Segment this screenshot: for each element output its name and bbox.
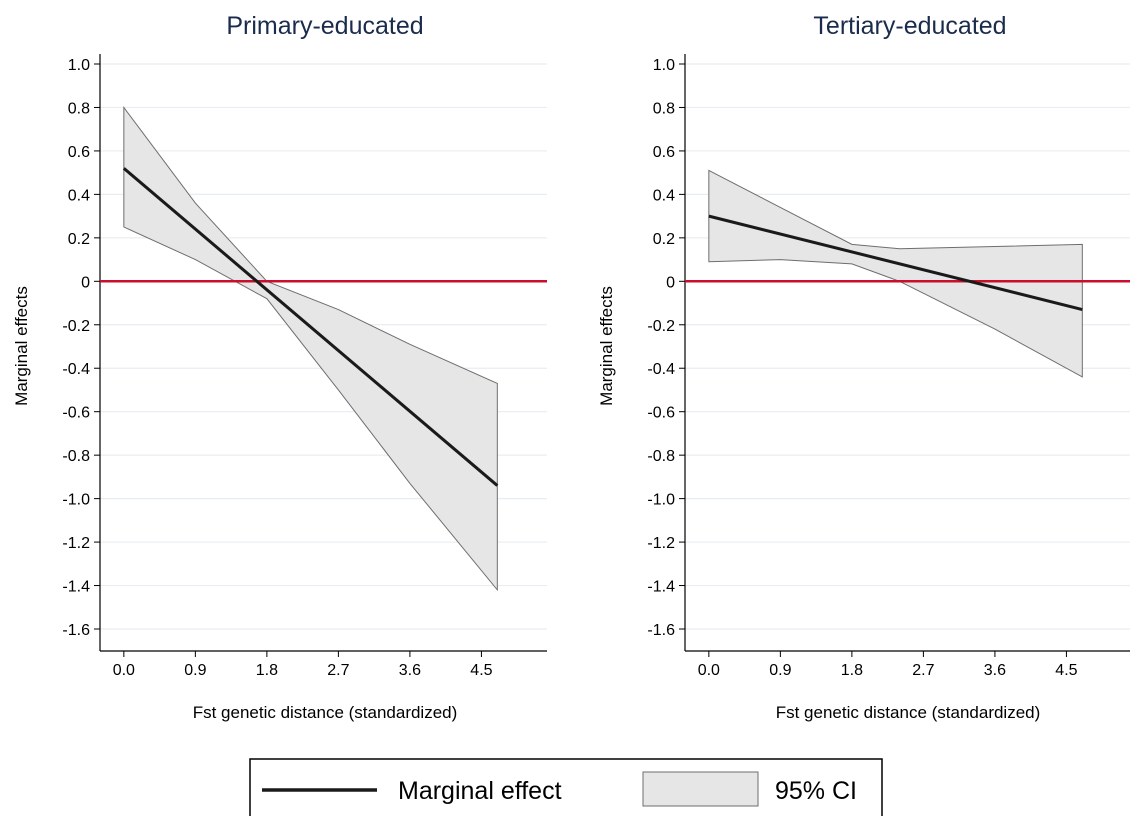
- x-tick-label: 3.6: [984, 662, 1006, 679]
- x-tick-label: 4.5: [1055, 662, 1077, 679]
- x-tick-label: 4.5: [470, 662, 492, 679]
- x-axis-label: Fst genetic distance (standardized): [776, 703, 1041, 722]
- y-tick-label: -1.6: [62, 622, 90, 639]
- y-tick-label: 0: [666, 274, 675, 291]
- x-tick-label: 0.9: [184, 662, 206, 679]
- x-axis-label: Fst genetic distance (standardized): [193, 703, 458, 722]
- x-tick-label: 1.8: [256, 662, 278, 679]
- panel-tertiary-educated: Tertiary-educated Fst genetic distance (…: [597, 12, 1130, 722]
- y-tick-label: -1.2: [647, 535, 675, 552]
- y-tick-label: -0.4: [62, 361, 90, 378]
- panel-title: Primary-educated: [226, 12, 423, 40]
- x-tick-label: 0.9: [769, 662, 791, 679]
- y-tick-label: -1.6: [647, 622, 675, 639]
- y-tick-label: -0.6: [62, 405, 90, 422]
- y-axis-label: Marginal effects: [12, 286, 31, 406]
- y-tick-label: -0.4: [647, 361, 675, 378]
- y-tick-label: -1.0: [647, 492, 675, 509]
- legend-area-swatch: [642, 771, 759, 807]
- x-tick-label: 0.0: [113, 662, 135, 679]
- y-axis-label: Marginal effects: [597, 286, 616, 406]
- y-tick-label: 1.0: [653, 57, 675, 74]
- legend-label-marginal-effect: Marginal effect: [398, 777, 562, 805]
- ci-band: [123, 105, 498, 592]
- x-tick-label: 3.6: [399, 662, 421, 679]
- y-tick-label: -0.2: [62, 318, 90, 335]
- y-tick-label: 0.4: [653, 187, 675, 204]
- y-tick-label: -0.8: [62, 448, 90, 465]
- x-tick-label: 2.7: [327, 662, 349, 679]
- y-tick-label: 0.2: [68, 231, 90, 248]
- marginal-effect-line: [122, 167, 499, 487]
- x-tick-label: 0.0: [698, 662, 720, 679]
- y-tick-label: -1.4: [647, 579, 675, 596]
- y-tick-label: 0.6: [653, 144, 675, 161]
- y-tick-label: 0.8: [653, 100, 675, 117]
- x-tick-label: 2.7: [912, 662, 934, 679]
- y-tick-label: -0.2: [647, 318, 675, 335]
- legend: Marginal effect 95% CI: [249, 758, 883, 816]
- y-tick-label: -1.0: [62, 492, 90, 509]
- panel-primary-educated: Primary-educated Fst genetic distance (s…: [12, 12, 547, 722]
- y-tick-label: -1.2: [62, 535, 90, 552]
- legend-box: [249, 758, 883, 816]
- y-tick-label: 0.4: [68, 187, 90, 204]
- y-tick-label: 0.6: [68, 144, 90, 161]
- panel-title: Tertiary-educated: [813, 12, 1006, 40]
- x-tick-label: 1.8: [841, 662, 863, 679]
- y-tick-label: 0: [81, 274, 90, 291]
- y-tick-label: -1.4: [62, 579, 90, 596]
- legend-label-ci: 95% CI: [775, 777, 857, 805]
- ci-band: [708, 169, 1083, 378]
- y-tick-label: 0.2: [653, 231, 675, 248]
- y-tick-label: -0.6: [647, 405, 675, 422]
- y-tick-label: 0.8: [68, 100, 90, 117]
- marginal-effect-line: [708, 214, 1083, 312]
- y-tick-label: 1.0: [68, 57, 90, 74]
- y-tick-label: -0.8: [647, 448, 675, 465]
